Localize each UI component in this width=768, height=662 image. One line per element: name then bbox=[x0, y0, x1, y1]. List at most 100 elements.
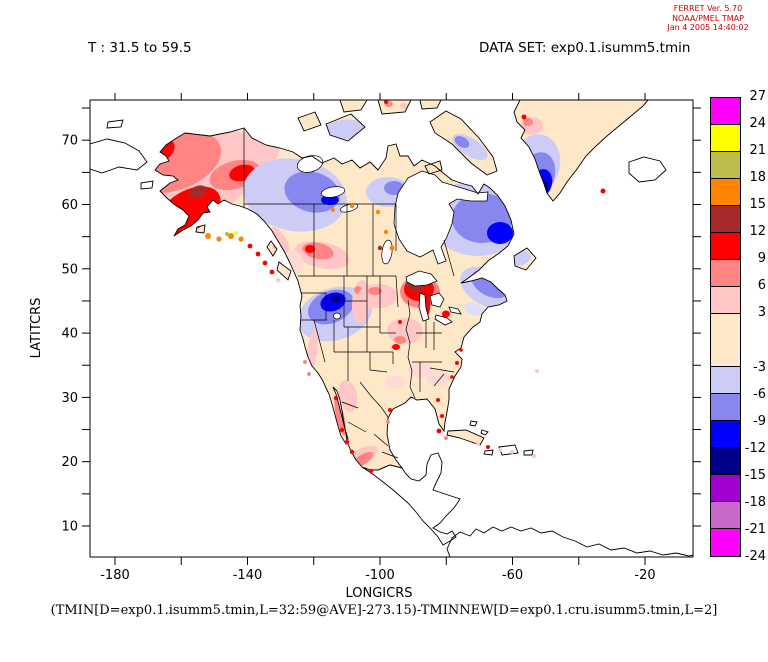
coastline bbox=[195, 224, 206, 234]
banner-line-date: Jan 4 2005 14:40:02 bbox=[667, 23, 749, 32]
political-border bbox=[405, 299, 416, 399]
colorbar-tick-label: -9 bbox=[753, 413, 766, 429]
colorbar-cell bbox=[711, 529, 740, 556]
coastline bbox=[628, 156, 667, 183]
anomaly-patch bbox=[487, 222, 513, 244]
political-border bbox=[369, 369, 388, 373]
coastline bbox=[377, 100, 412, 115]
anomaly-patch bbox=[426, 370, 450, 386]
x-tick-label: -180 bbox=[100, 568, 130, 583]
x-tick-label: -100 bbox=[365, 568, 395, 583]
anomaly-dot bbox=[262, 260, 268, 266]
variable-range-label: T : 31.5 to 59.5 bbox=[88, 40, 192, 56]
anomaly-dot bbox=[349, 203, 355, 209]
anomaly-dot bbox=[476, 442, 480, 446]
colorbar-tick-label: -21 bbox=[744, 521, 766, 537]
anomaly-dot bbox=[234, 231, 238, 235]
anomaly-patch bbox=[155, 130, 222, 194]
anomaly-dot bbox=[383, 229, 389, 235]
anomaly-patch bbox=[523, 118, 533, 126]
anomaly-dot bbox=[486, 445, 490, 449]
y-axis-title: LATITCRS bbox=[29, 298, 44, 359]
colorbar-tick-label: -24 bbox=[744, 549, 766, 564]
lake bbox=[418, 292, 430, 322]
political-border bbox=[373, 433, 389, 447]
political-border bbox=[381, 451, 399, 459]
political-border bbox=[347, 421, 367, 433]
anomaly-patch-layer bbox=[155, 101, 561, 470]
colorbar-cell bbox=[711, 475, 740, 503]
landmass bbox=[277, 262, 291, 280]
political-border bbox=[359, 381, 389, 418]
anomaly-patch bbox=[305, 245, 315, 253]
y-tick-label: 10 bbox=[61, 520, 78, 535]
anomaly-patch bbox=[321, 195, 339, 205]
colorbar-tick-label: -18 bbox=[744, 494, 766, 510]
coastline bbox=[419, 100, 442, 110]
y-tick-label: 60 bbox=[61, 198, 78, 213]
colorbar-tick-label: 9 bbox=[757, 251, 766, 267]
anomaly-dot bbox=[384, 100, 388, 104]
anomaly-dot bbox=[307, 372, 311, 376]
colorbar-tick-label: 18 bbox=[749, 170, 766, 186]
political-border bbox=[313, 319, 326, 363]
colorbar-cell bbox=[711, 502, 740, 529]
anomaly-dot bbox=[436, 398, 440, 402]
no-data-landmass bbox=[362, 453, 460, 545]
anomaly-patch bbox=[331, 295, 341, 303]
coastline bbox=[325, 113, 366, 142]
anomaly-dot bbox=[344, 439, 350, 445]
colorbar-tick-label: -6 bbox=[753, 386, 766, 402]
landmass bbox=[447, 430, 484, 445]
anomaly-dot bbox=[600, 188, 606, 194]
coastline bbox=[513, 100, 649, 202]
lake bbox=[405, 270, 438, 287]
x-tick-label: -140 bbox=[233, 568, 263, 583]
coastline bbox=[361, 452, 461, 546]
anomaly-dot bbox=[440, 414, 444, 418]
anomaly-patch bbox=[368, 287, 382, 295]
anomaly-dot bbox=[455, 361, 459, 365]
landmass bbox=[425, 161, 442, 174]
coastline bbox=[297, 111, 322, 132]
coastline bbox=[276, 261, 292, 281]
colorbar-cell bbox=[711, 259, 740, 287]
banner-line-version: FERRET Ver. 5.70 bbox=[673, 4, 743, 13]
lake bbox=[434, 314, 453, 326]
no-data-landmass bbox=[524, 450, 533, 455]
anomaly-patch bbox=[392, 344, 400, 350]
coastline bbox=[429, 110, 498, 176]
lake bbox=[320, 186, 346, 198]
coastline bbox=[106, 119, 124, 129]
political-border bbox=[395, 275, 399, 308]
anomaly-dot bbox=[450, 375, 454, 379]
coastline-layer bbox=[90, 100, 693, 557]
ferret-version-banner: FERRET Ver. 5.70 NOAA/PMEL TMAP Jan 4 20… bbox=[646, 4, 768, 33]
coastline bbox=[480, 429, 489, 436]
no-data-landmass bbox=[90, 139, 147, 173]
colorbar-labels: 27 24 21 18 15 12 9 6 3 -3 -6 -9 -12 -15 -18 -21 -24 bbox=[736, 89, 766, 564]
water-layer bbox=[296, 155, 489, 326]
anomaly-dot bbox=[444, 436, 448, 440]
colorbar-tick-label: 15 bbox=[749, 197, 766, 213]
anomaly-dot bbox=[349, 449, 355, 455]
colorbar-cell bbox=[711, 151, 740, 179]
political-border bbox=[443, 239, 455, 277]
coastline bbox=[446, 526, 693, 557]
coastline bbox=[339, 100, 368, 113]
y-tick-label: 40 bbox=[61, 327, 78, 342]
anomaly-patch bbox=[400, 103, 408, 109]
anomaly-patch bbox=[394, 336, 406, 344]
y-tick-label: 70 bbox=[61, 134, 78, 149]
anomaly-dot bbox=[532, 454, 536, 458]
anomaly-dot bbox=[339, 427, 345, 433]
anomaly-dot bbox=[224, 231, 230, 237]
lake bbox=[448, 306, 462, 315]
anomaly-dot bbox=[303, 360, 307, 364]
lake bbox=[296, 155, 324, 173]
anomaly-patch bbox=[270, 226, 290, 254]
anomaly-patch bbox=[166, 211, 186, 225]
y-tick-label: 20 bbox=[61, 455, 78, 470]
political-border bbox=[341, 401, 359, 409]
